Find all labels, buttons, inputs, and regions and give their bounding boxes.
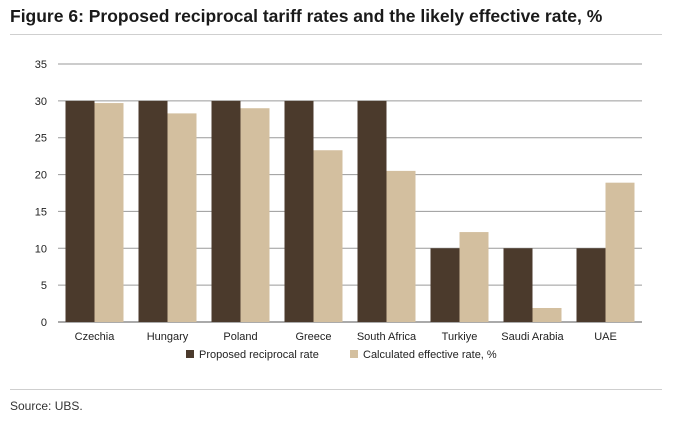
bar-effective [94,103,124,322]
legend-swatch [186,350,194,358]
bars [65,100,635,322]
bottom-divider [10,389,662,390]
bar-proposed [357,100,387,322]
y-tick-label: 25 [35,133,47,145]
bar-effective [605,182,635,322]
bar-proposed [138,100,168,322]
bar-effective [386,170,416,322]
legend: Proposed reciprocal rate Calculated effec… [186,349,497,361]
x-category-label: Hungary [147,331,189,343]
x-category-label: Greece [295,331,331,343]
legend-swatch [350,350,358,358]
y-tick-label: 30 [35,96,47,108]
y-tick-label: 0 [41,317,47,329]
bar-proposed [65,100,95,322]
bar-proposed [211,100,241,322]
bar-effective [240,108,270,322]
y-tick-label: 35 [35,59,47,71]
bar-proposed [576,248,606,322]
top-divider [10,34,662,35]
source-note: Source: UBS. [10,399,83,413]
bar-effective [459,232,489,322]
y-tick-label: 5 [41,280,47,292]
bar-proposed [430,248,460,322]
bar-effective [313,150,343,322]
legend-label: Calculated effective rate, % [363,349,497,361]
y-axis-ticks: 0 5 10 15 20 25 30 35 [35,59,47,329]
chart-title: Figure 6: Proposed reciprocal tariff rat… [10,6,603,26]
y-tick-label: 10 [35,243,47,255]
x-axis-labels: Czechia Hungary Poland Greece South Africa Tu… [75,331,617,343]
bar-proposed [284,100,314,322]
x-category-label: Turkiye [442,331,478,343]
x-category-label: Czechia [75,331,116,343]
legend-label: Proposed reciprocal rate [199,349,319,361]
x-category-label: South Africa [357,331,417,343]
bar-chart: 0 5 10 15 20 25 30 35 Czechia Hungary Poland Greec… [35,59,642,361]
x-category-label: UAE [594,331,617,343]
x-category-label: Saudi Arabia [501,331,564,343]
x-category-label: Poland [223,331,257,343]
bar-proposed [503,248,533,322]
bar-effective [167,113,197,322]
bar-effective [532,307,562,322]
y-tick-label: 15 [35,206,47,218]
y-tick-label: 20 [35,170,47,182]
